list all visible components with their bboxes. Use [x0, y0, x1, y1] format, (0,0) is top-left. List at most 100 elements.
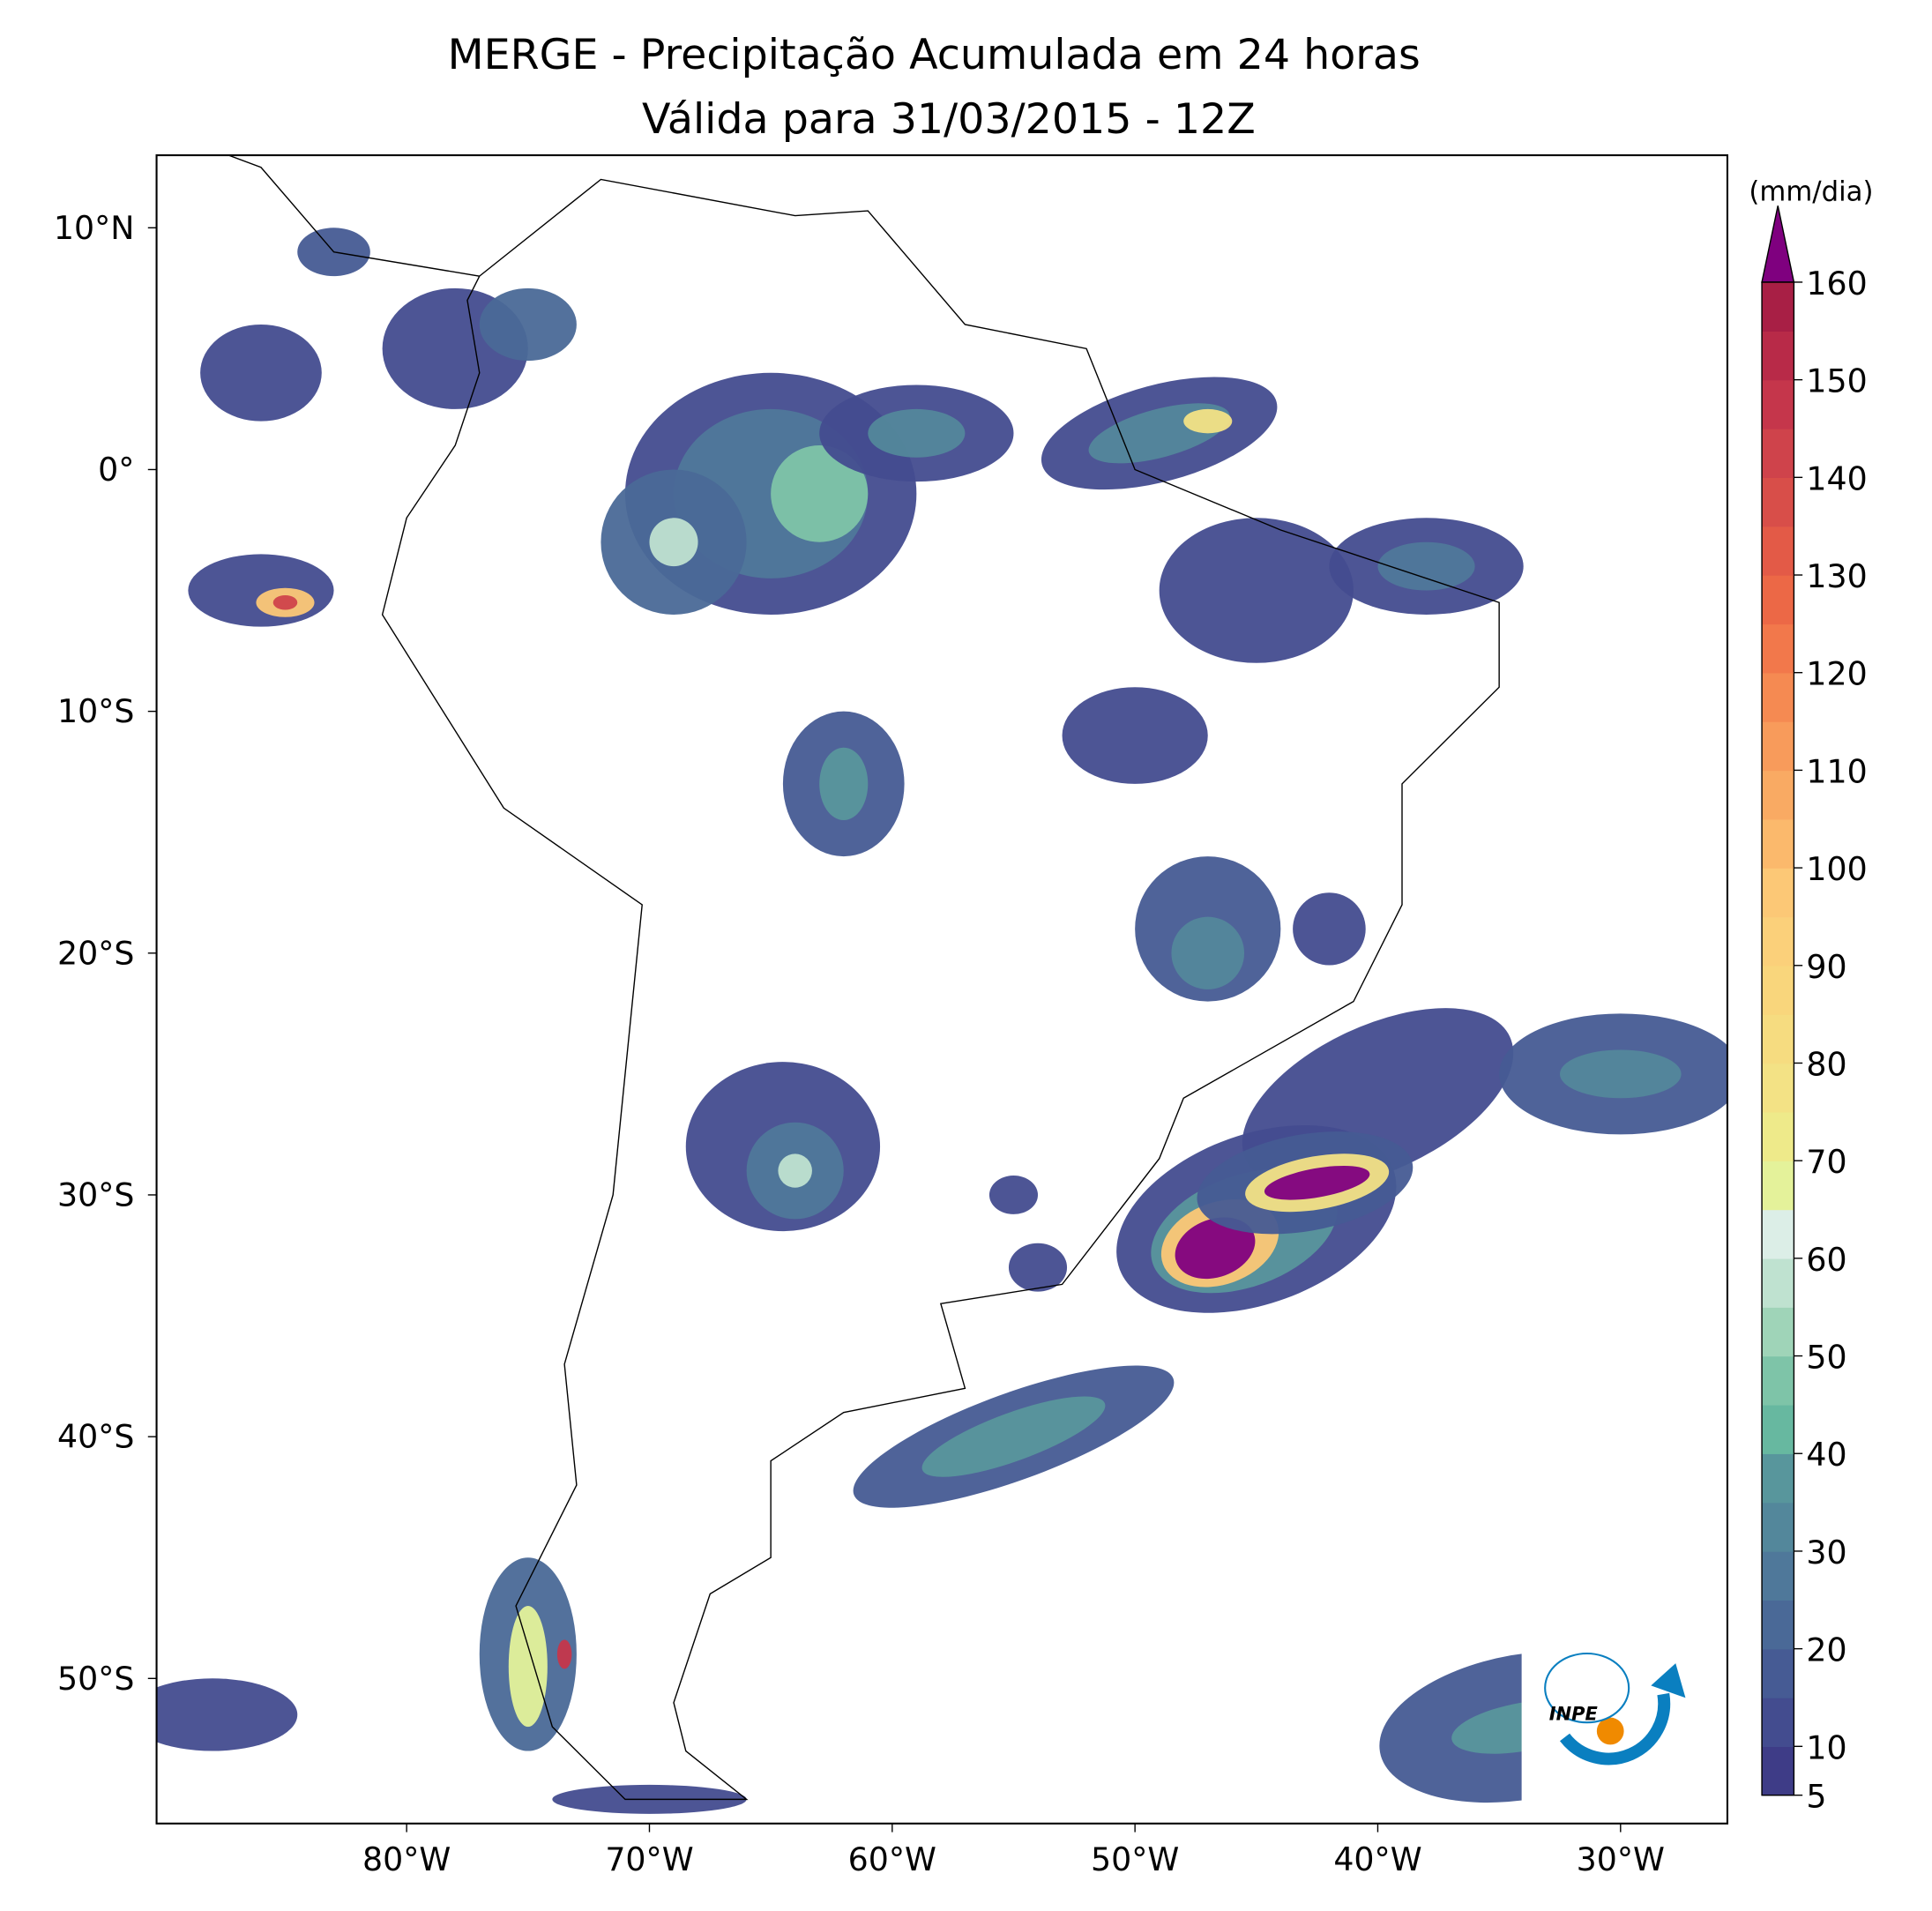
rain-area	[1377, 541, 1475, 591]
colorbar-segment	[1762, 526, 1794, 576]
logo-text: INPE	[1549, 1703, 1599, 1724]
y-tick-label: 40°S	[57, 1418, 134, 1456]
colorbar-tick-label: 110	[1806, 752, 1867, 790]
colorbar-segment	[1762, 379, 1794, 429]
colorbar-segment	[1762, 575, 1794, 625]
colorbar-tick-label: 50	[1806, 1339, 1846, 1377]
y-tick-label: 20°S	[57, 934, 134, 972]
colorbar-segment	[1762, 1600, 1794, 1650]
colorbar-segment	[1762, 868, 1794, 918]
y-tick-label: 30°S	[57, 1176, 134, 1214]
colorbar-tick-label: 100	[1806, 850, 1867, 888]
colorbar-segment	[1762, 1746, 1794, 1796]
rain-area	[1559, 1049, 1682, 1099]
rain-area	[1183, 408, 1233, 434]
colorbar-segment	[1762, 428, 1794, 479]
logo-arrowhead	[1651, 1663, 1686, 1698]
rain-area	[649, 518, 698, 567]
x-tick-label: 50°W	[1091, 1840, 1179, 1878]
logo: INPE	[1521, 1616, 1709, 1811]
colorbar-segment	[1762, 672, 1794, 722]
y-tick-label: 10°S	[57, 692, 134, 730]
colorbar-segment	[1762, 1161, 1794, 1211]
colorbar-tick-label: 60	[1806, 1241, 1846, 1279]
chart-title: MERGE - Precipitação Acumulada em 24 hor…	[448, 31, 1421, 79]
y-tick-label: 50°S	[57, 1660, 134, 1698]
colorbar-segment	[1762, 770, 1794, 820]
colorbar-tick-label: 10	[1806, 1728, 1846, 1766]
rain-area	[1175, 1217, 1256, 1280]
x-tick-label: 70°W	[605, 1840, 693, 1878]
rain-area	[868, 408, 966, 458]
rain-area	[508, 1606, 548, 1728]
colorbar-tick-label: 140	[1806, 459, 1867, 497]
x-tick-label: 40°W	[1333, 1840, 1421, 1878]
colorbar-tick-label: 130	[1806, 557, 1867, 595]
colorbar-tick-label: 150	[1806, 362, 1867, 400]
logo-orbit	[1544, 1652, 1630, 1724]
chart-subtitle: Válida para 31/03/2015 - 12Z	[642, 95, 1256, 144]
rain-area	[1293, 892, 1366, 966]
rain-area	[988, 1176, 1039, 1214]
colorbar-tick-label: 120	[1806, 655, 1867, 693]
rain-area	[272, 595, 298, 610]
colorbar-segment	[1762, 965, 1794, 1015]
colorbar-segment	[1762, 1258, 1794, 1308]
colorbar-segment	[1762, 916, 1794, 967]
rain-area	[819, 747, 869, 821]
colorbar-segment	[1762, 721, 1794, 772]
colorbar-segment	[1762, 623, 1794, 674]
map-frame	[155, 153, 1728, 1825]
colorbar-extend	[1761, 205, 1795, 283]
colorbar-segment	[1762, 1111, 1794, 1161]
rain-area	[1171, 916, 1245, 989]
logo-dot	[1596, 1717, 1624, 1745]
rain-area	[556, 1639, 572, 1669]
colorbar-tick-label: 70	[1806, 1143, 1846, 1181]
colorbar-segment	[1762, 477, 1794, 527]
colorbar-tick-label: 160	[1806, 265, 1867, 302]
x-tick-label: 60°W	[848, 1840, 936, 1878]
colorbar-segment	[1762, 1014, 1794, 1064]
colorbar-tick-label: 80	[1806, 1045, 1846, 1083]
colorbar-segment	[1762, 1404, 1794, 1454]
colorbar-segment	[1762, 1550, 1794, 1601]
colorbar-segment	[1762, 1697, 1794, 1748]
rain-area	[1159, 518, 1354, 663]
x-tick-label: 80°W	[362, 1840, 451, 1878]
rain-area	[1264, 1165, 1370, 1200]
rain-area	[156, 1678, 298, 1751]
precipitation	[156, 228, 1727, 1814]
rain-area	[771, 445, 869, 542]
colorbar-segment	[1762, 1307, 1794, 1357]
colorbar-segment	[1762, 818, 1794, 869]
colorbar-segment	[1762, 1453, 1794, 1504]
colorbar-tick-label: 20	[1806, 1631, 1846, 1669]
y-tick-label: 0°	[98, 451, 134, 489]
coastline	[227, 155, 1500, 1801]
x-tick-label: 30°W	[1577, 1840, 1665, 1878]
colorbar-tick-label: 40	[1806, 1436, 1846, 1474]
colorbar-tick-label: 5	[1806, 1778, 1826, 1816]
colorbar-segment	[1762, 331, 1794, 381]
rain-area	[778, 1153, 812, 1188]
colorbar-tick-label: 90	[1806, 948, 1846, 986]
colorbar-segment	[1762, 1648, 1794, 1698]
rain-area	[479, 287, 577, 362]
colorbar-tick-label: 30	[1806, 1534, 1846, 1571]
colorbar-segment	[1762, 1502, 1794, 1552]
colorbar-label: (mm/dia)	[1749, 176, 1873, 208]
y-tick-label: 10°N	[54, 209, 135, 247]
rain-area	[1062, 687, 1208, 784]
colorbar-segment	[1762, 1355, 1794, 1406]
rain-area	[188, 554, 334, 627]
colorbar-segment	[1762, 1063, 1794, 1113]
colorbar-segment	[1762, 281, 1794, 332]
colorbar-frame	[1761, 281, 1795, 1796]
rain-area	[1008, 1243, 1068, 1292]
rain-area	[921, 1396, 1106, 1477]
logo-arrow	[1559, 1692, 1671, 1765]
rain-area	[200, 324, 322, 422]
